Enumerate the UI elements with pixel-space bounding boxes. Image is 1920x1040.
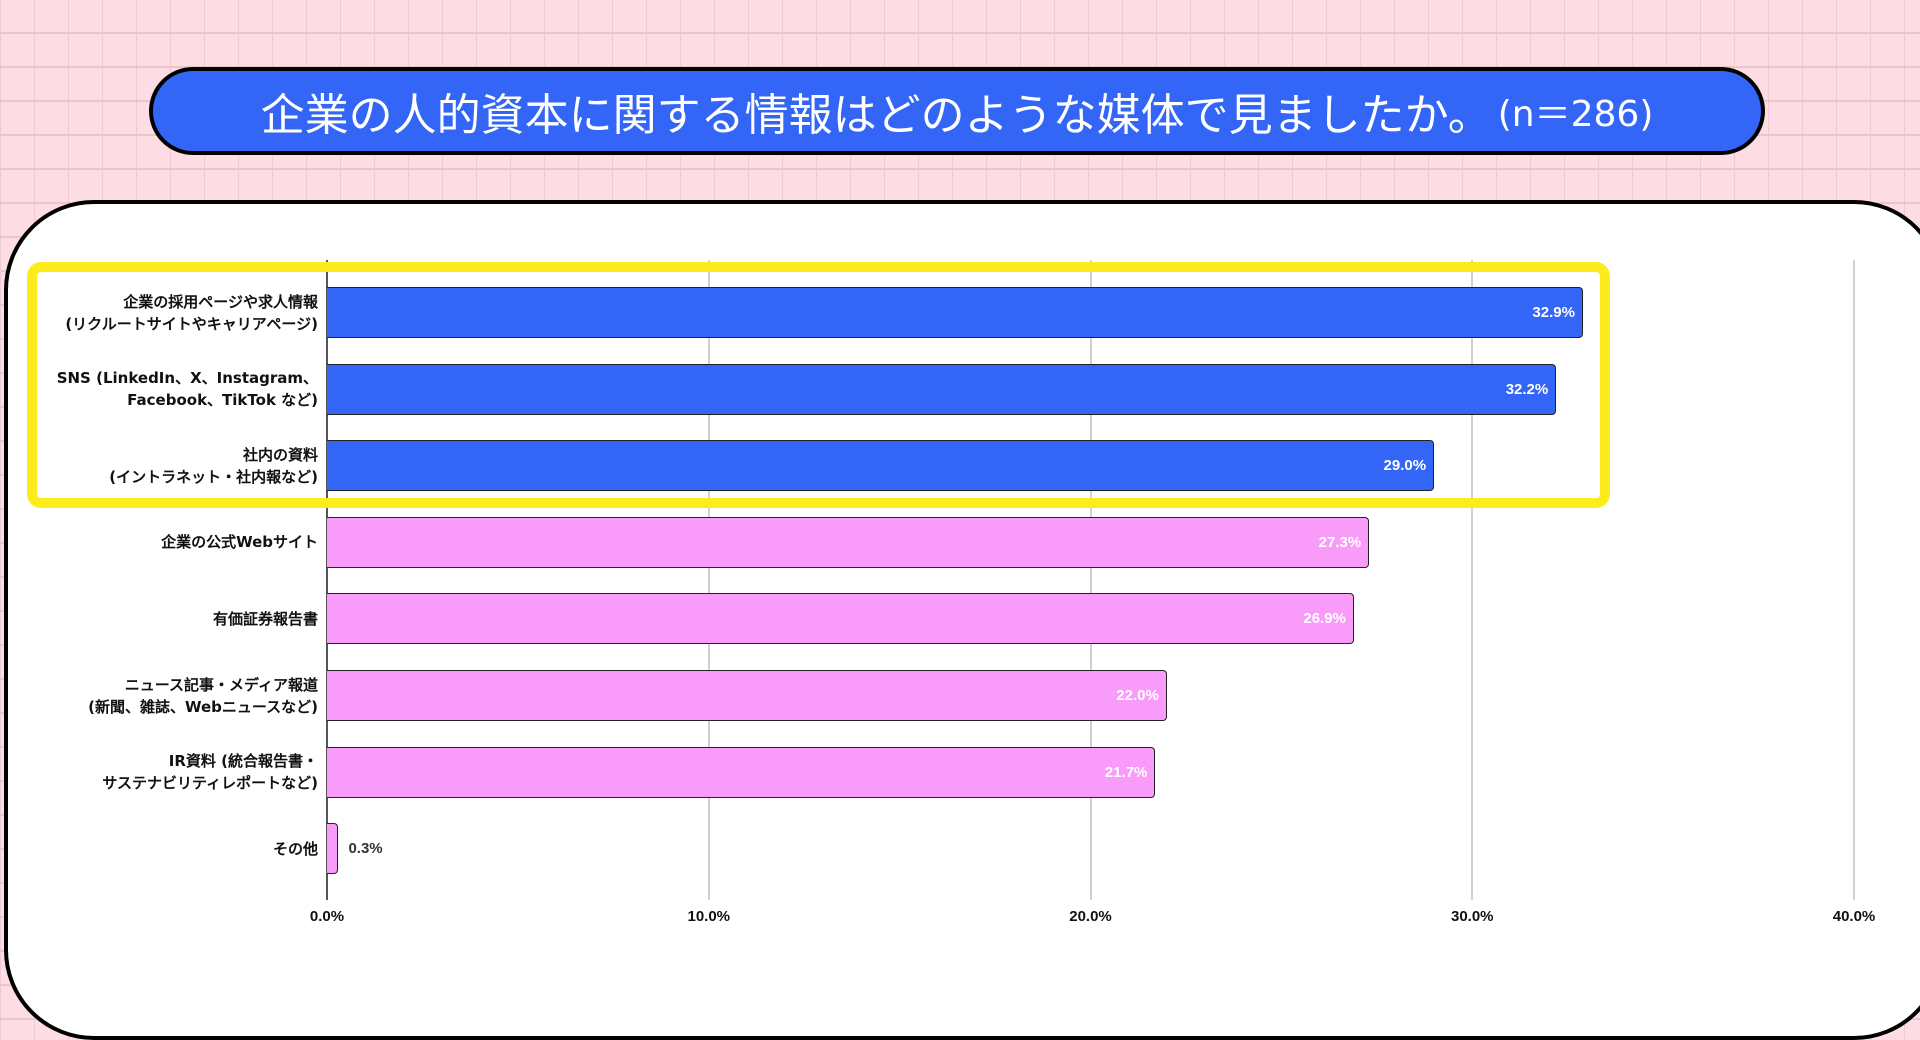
bar [327, 363, 1557, 415]
x-tick-label: 20.0% [1069, 908, 1112, 925]
category-label: 有価証券報告書 [213, 608, 318, 630]
gridline [1853, 260, 1855, 900]
bar-value-label: 29.0% [1383, 457, 1427, 475]
category-label-line: 企業の公式Webサイト [161, 533, 318, 552]
category-label: SNS (LinkedIn、X、Instagram、 Facebook、TikTo… [57, 367, 318, 411]
bar [327, 746, 1156, 798]
bar [327, 287, 1583, 338]
bar [327, 823, 339, 875]
x-tick-label: 0.0% [309, 908, 345, 925]
bar-chart: 0.0% 10.0% 20.0% 30.0% 40.0% 32.9% 企業の採用ページや求人… [57, 260, 1876, 925]
gridline [1471, 260, 1474, 900]
category-label-line: Facebook、TikTok など) [127, 391, 318, 410]
category-label-line: (新聞、雑誌、Webニュースなど) [88, 697, 318, 716]
category-label-line: SNS (LinkedIn、X、Instagram、 [56, 369, 318, 388]
x-tick-label: 40.0% [1832, 908, 1876, 925]
bar-value-label: 0.3% [348, 840, 383, 858]
bar-value-label: 22.0% [1116, 687, 1159, 704]
category-label-line: サステナビリティレポートなど) [102, 774, 318, 793]
bar-value-label: 32.2% [1505, 380, 1549, 398]
bar-value-label: 27.3% [1318, 533, 1362, 551]
bar [327, 516, 1370, 568]
bar-value-label: 32.9% [1532, 304, 1575, 321]
category-label-line: 社内の資料 [242, 445, 318, 464]
category-label-line: 企業の採用ページや求人情報 [123, 292, 318, 311]
sample-size: (n＝286) [1497, 94, 1654, 135]
bar [327, 440, 1435, 492]
category-label: 企業の採用ページや求人情報 (リクルートサイトやキャリアページ) [65, 291, 318, 335]
y-axis-line [326, 260, 328, 900]
category-label-line: (リクルートサイトやキャリアページ) [65, 314, 318, 333]
bar [327, 593, 1354, 645]
category-label-line: ニュース記事・メディア報道 [124, 675, 318, 694]
category-label-line: (イントラネット・社内報など) [109, 467, 318, 486]
title-text: 企業の人的資本に関する情報はどのような媒体で見ましたか。 [260, 90, 1492, 141]
category-label: IR資料 (統合報告書・サステナビリティレポートなど) [102, 750, 318, 794]
x-tick-label: 30.0% [1450, 908, 1494, 925]
category-label: 企業の公式Webサイト [161, 531, 318, 553]
highlight-box [27, 262, 1610, 508]
chart-title: 企業の人的資本に関する情報はどのような媒体で見ましたか。 (n＝286) [149, 67, 1765, 155]
x-tick-label: 10.0% [687, 908, 731, 925]
category-label-line: IR資料 (統合報告書・ [168, 752, 318, 771]
category-label: その他 [273, 838, 318, 860]
category-label: ニュース記事・メディア報道 (新聞、雑誌、Webニュースなど) [88, 674, 318, 718]
gridline [1089, 260, 1092, 900]
bar-value-label: 21.7% [1104, 763, 1148, 781]
category-label-line: その他 [272, 839, 318, 858]
bar-value-label: 26.9% [1303, 610, 1346, 628]
category-label-line: 有価証券報告書 [212, 609, 318, 628]
category-label: 社内の資料 (イントラネット・社内報など) [109, 444, 318, 488]
bar [327, 670, 1167, 721]
gridline [707, 260, 710, 900]
